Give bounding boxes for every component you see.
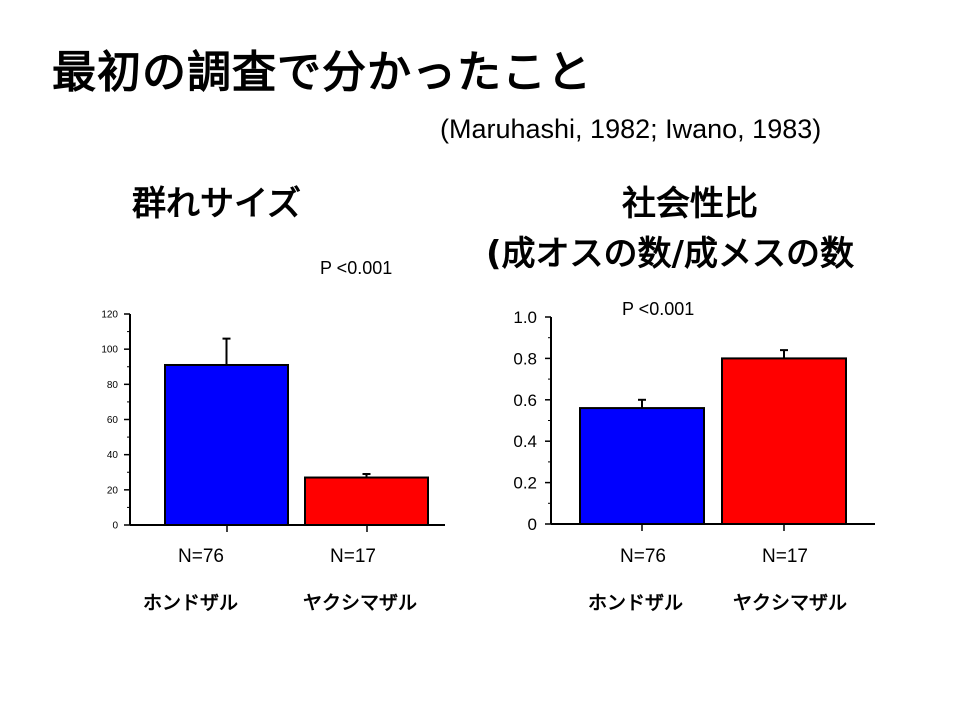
right-chart-heading-line2: (成オスの数/成メスの数 — [486, 234, 854, 274]
right-y-tick-label: 0.4 — [513, 432, 537, 451]
left-y-tick-label: 120 — [101, 310, 118, 321]
left-y-tick-label: 20 — [107, 485, 119, 496]
left-y-tick-label: 100 — [101, 345, 118, 356]
citation: (Maruhashi, 1982; Iwano, 1983) — [440, 114, 822, 144]
right-y-tick-label: 0 — [528, 515, 537, 534]
right-bar-1 — [579, 407, 705, 525]
slide-title: 最初の調査で分かったこと — [52, 47, 592, 98]
right-chart-heading-line1: 社会性比 — [622, 184, 758, 224]
right-y-tick-label: 0.2 — [513, 474, 537, 493]
left-bar-1 — [164, 363, 289, 526]
right-n-label-2: N=17 — [762, 546, 808, 567]
right-y-tick-label: 1.0 — [513, 308, 537, 327]
right-y-tick-label: 0.6 — [513, 391, 537, 410]
left-y-tick-label: 60 — [107, 415, 119, 426]
left-p-value: P <0.001 — [320, 258, 393, 278]
left-y-tick-label: 40 — [107, 450, 119, 461]
left-n-label-1: N=76 — [178, 546, 224, 567]
left-bar-2 — [304, 476, 429, 526]
left-y-tick-label: 0 — [112, 521, 118, 532]
right-y-tick-label: 0.8 — [513, 349, 537, 368]
left-chart-heading: 群れサイズ — [132, 184, 301, 224]
left-category-label-1: ホンドザル — [143, 592, 239, 614]
right-bar-2 — [721, 357, 847, 525]
right-category-label-2: ヤクシマザル — [733, 592, 848, 614]
right-p-value: P <0.001 — [622, 299, 695, 319]
left-n-label-2: N=17 — [330, 546, 376, 567]
left-y-tick-label: 80 — [107, 380, 119, 391]
right-n-label-1: N=76 — [620, 546, 666, 567]
left-category-label-2: ヤクシマザル — [303, 592, 418, 614]
right-category-label-1: ホンドザル — [588, 592, 684, 614]
